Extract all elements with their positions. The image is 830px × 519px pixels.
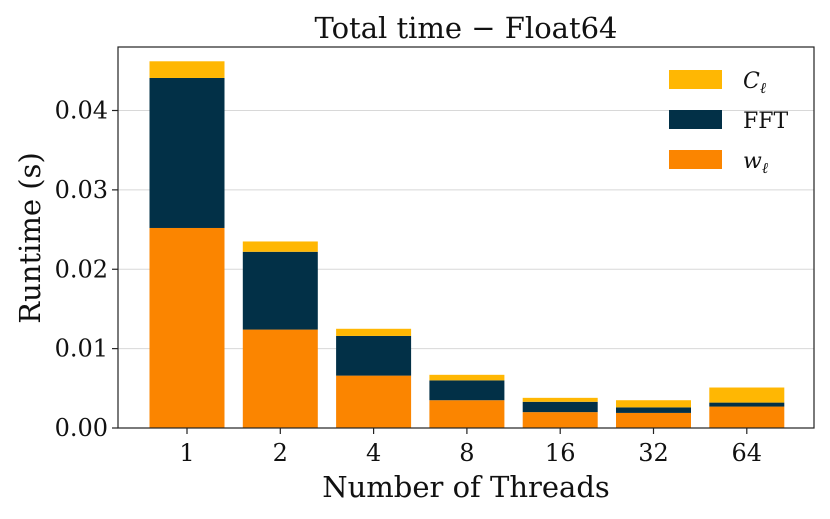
legend-label: wℓ: [743, 149, 768, 177]
legend-swatch: [669, 150, 722, 169]
bar-segment: [242, 251, 318, 330]
x-tick-label: 2: [273, 439, 288, 467]
y-tick-label: 0.04: [55, 97, 108, 125]
bar-segment: [709, 402, 785, 407]
bar-segment: [336, 328, 412, 336]
y-tick-label: 0.02: [55, 255, 108, 283]
bar-segment: [616, 400, 691, 408]
bar-segment: [429, 380, 505, 401]
bar-segment: [429, 374, 505, 381]
bar-segment: [242, 329, 318, 428]
bar-segment: [336, 375, 412, 428]
x-axis: 1 2 4 8 16 32 64: [179, 428, 762, 467]
x-tick-label: 16: [545, 439, 576, 467]
plot-frame: [117, 46, 815, 429]
chart-title: Total time − Float64: [314, 11, 617, 45]
legend-label: Cℓ: [743, 69, 766, 97]
bar-segment: [336, 335, 412, 376]
legend-swatch: [669, 70, 722, 89]
y-tick-label: 0.01: [55, 335, 108, 363]
x-tick-label: 64: [732, 439, 763, 467]
bar-segment: [149, 227, 225, 428]
bar-segment: [522, 412, 598, 428]
x-tick-label: 32: [638, 439, 669, 467]
bar-segment: [616, 407, 691, 413]
bar-segment: [522, 397, 598, 402]
bar-segment: [709, 387, 785, 403]
bar-segment: [149, 61, 225, 78]
bar-segment: [709, 406, 785, 428]
bars: [149, 61, 785, 428]
bar-segment: [429, 400, 505, 428]
bar-segment: [522, 401, 598, 413]
x-tick-label: 4: [366, 439, 381, 467]
y-tick-label: 0.00: [55, 414, 108, 442]
y-tick-label: 0.03: [55, 176, 108, 204]
legend: Cℓ FFT wℓ: [669, 69, 789, 177]
x-axis-label: Number of Threads: [322, 470, 610, 504]
legend-swatch: [669, 110, 722, 129]
bar-segment: [616, 412, 691, 428]
x-tick-label: 8: [459, 439, 474, 467]
y-axis-label: Runtime (s): [13, 152, 47, 324]
bar-segment: [242, 241, 318, 252]
legend-label: FFT: [743, 109, 789, 134]
bar-segment: [149, 77, 225, 228]
y-axis: 0.00 0.01 0.02 0.03 0.04: [55, 97, 118, 442]
x-tick-label: 1: [179, 439, 194, 467]
